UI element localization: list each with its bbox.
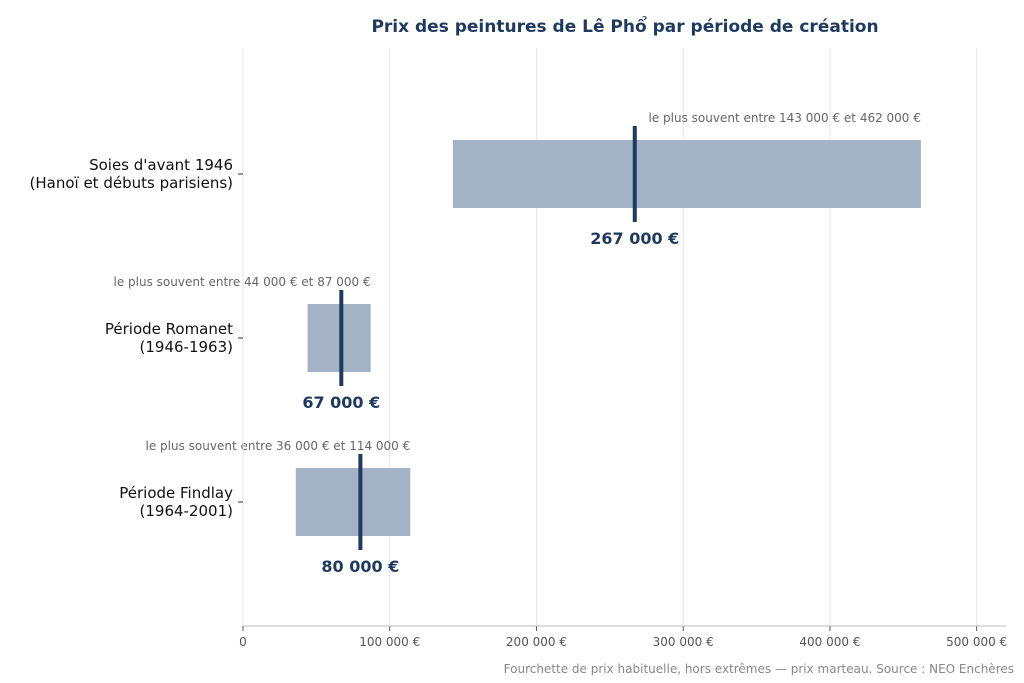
category-label: Période Findlay xyxy=(119,484,233,502)
category-label: (1946-1963) xyxy=(140,338,233,356)
category-label: Période Romanet xyxy=(105,320,233,338)
median-value-label: 267 000 € xyxy=(590,229,679,248)
x-tick-label: 0 xyxy=(239,635,247,649)
range-label: le plus souvent entre 36 000 € et 114 00… xyxy=(146,439,411,453)
x-tick-label: 400 000 € xyxy=(799,635,860,649)
x-tick-label: 100 000 € xyxy=(359,635,420,649)
bars: le plus souvent entre 143 000 € et 462 0… xyxy=(114,111,921,576)
median-value-label: 67 000 € xyxy=(302,393,380,412)
x-tick-label: 300 000 € xyxy=(653,635,714,649)
range-bar xyxy=(452,140,921,208)
category-labels: Soies d'avant 1946(Hanoï et débuts paris… xyxy=(30,156,234,520)
range-bar xyxy=(295,468,411,536)
x-tick-label: 200 000 € xyxy=(506,635,567,649)
range-label: le plus souvent entre 143 000 € et 462 0… xyxy=(649,111,921,125)
range-label: le plus souvent entre 44 000 € et 87 000… xyxy=(114,275,371,289)
x-tick-label: 500 000 € xyxy=(946,635,1007,649)
chart-footnote: Fourchette de prix habituelle, hors extr… xyxy=(504,662,1014,676)
range-bar xyxy=(307,304,371,372)
category-label: (1964-2001) xyxy=(140,502,233,520)
x-axis: 0 100 000 € 200 000 € 300 000 € 400 000 € 500… xyxy=(238,48,1007,649)
chart-title: Prix des peintures de Lê Phổ par période… xyxy=(371,15,878,37)
median-value-label: 80 000 € xyxy=(321,557,399,576)
category-label: (Hanoï et débuts parisiens) xyxy=(30,174,234,192)
category-label: Soies d'avant 1946 xyxy=(89,156,233,174)
